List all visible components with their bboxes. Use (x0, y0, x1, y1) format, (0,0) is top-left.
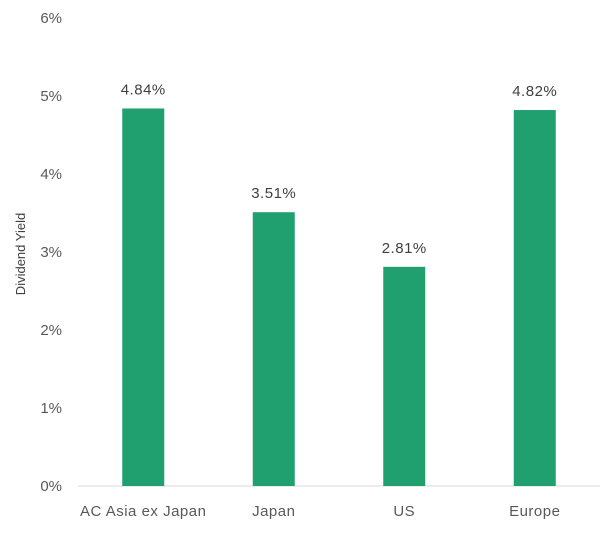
y-axis-ticks: 0% 1% 2% 3% 4% 5% 6% (40, 10, 62, 495)
x-category-label: Europe (509, 503, 560, 520)
y-tick-label: 4% (40, 166, 62, 183)
data-label: 4.82% (512, 83, 557, 100)
bar (122, 108, 165, 486)
y-tick-label: 3% (40, 244, 62, 261)
bar (513, 110, 556, 486)
category-labels-group: AC Asia ex Japan Japan US Europe (80, 503, 560, 520)
x-category-label: US (393, 503, 415, 520)
y-tick-label: 6% (40, 10, 62, 27)
bar (252, 212, 295, 486)
y-tick-label: 0% (40, 478, 62, 495)
data-labels-group: 4.84% 3.51% 2.81% 4.82% (121, 81, 557, 257)
bar (383, 266, 426, 486)
x-category-label: AC Asia ex Japan (80, 503, 206, 520)
data-label: 3.51% (251, 185, 296, 202)
y-tick-label: 2% (40, 322, 62, 339)
x-category-label: Japan (252, 503, 295, 520)
y-tick-label: 5% (40, 88, 62, 105)
data-label: 4.84% (121, 81, 166, 98)
y-tick-label: 1% (40, 400, 62, 417)
data-label: 2.81% (382, 240, 427, 257)
y-axis-title: Dividend Yield (13, 213, 28, 295)
bars-group (122, 108, 556, 486)
